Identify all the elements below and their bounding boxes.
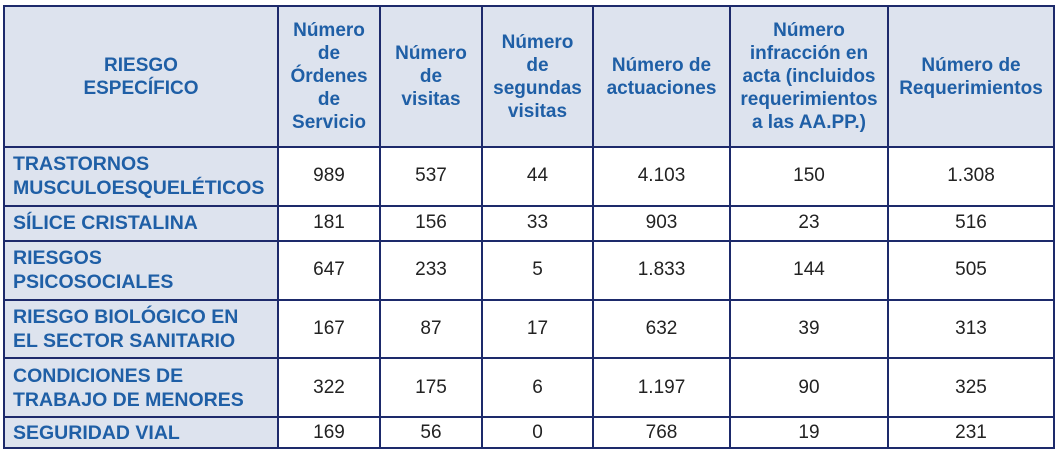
table-cell: 39 — [729, 298, 889, 360]
table-cell: 167 — [277, 298, 381, 360]
table-cell: 181 — [277, 204, 381, 242]
table-cell: 90 — [729, 357, 889, 419]
table-cell: 505 — [887, 239, 1055, 301]
column-header-visitas: Número de visitas — [379, 5, 483, 148]
table-cell: 150 — [729, 146, 889, 207]
column-header-riesgo: RIESGO ESPECÍFICO — [3, 5, 279, 148]
table-cell: 632 — [592, 298, 731, 360]
column-header-ordenes: Número de Órdenes de Servicio — [277, 5, 381, 148]
row-label: SEGURIDAD VIAL — [3, 416, 279, 449]
row-label: RIESGO BIOLÓGICO EN EL SECTOR SANITARIO — [3, 298, 279, 360]
table-row: TRASTORNOS MUSCULOESQUELÉTICOS 989 537 4… — [3, 146, 1055, 207]
row-label: TRASTORNOS MUSCULOESQUELÉTICOS — [3, 146, 279, 207]
table-cell: 1.308 — [887, 146, 1055, 207]
table-cell: 23 — [729, 204, 889, 242]
table-cell: 56 — [379, 416, 483, 449]
table-row: SEGURIDAD VIAL 169 56 0 768 19 231 — [3, 416, 1055, 449]
table-row: RIESGOS PSICOSOCIALES 647 233 5 1.833 14… — [3, 239, 1055, 301]
table-cell: 325 — [887, 357, 1055, 419]
header-row: RIESGO ESPECÍFICO Número de Órdenes de S… — [3, 5, 1055, 148]
table-cell: 1.833 — [592, 239, 731, 301]
table-cell: 156 — [379, 204, 483, 242]
table-cell: 647 — [277, 239, 381, 301]
column-header-segundas-visitas: Número de segundas visitas — [481, 5, 594, 148]
table-cell: 516 — [887, 204, 1055, 242]
table-row: RIESGO BIOLÓGICO EN EL SECTOR SANITARIO … — [3, 298, 1055, 360]
table-cell: 903 — [592, 204, 731, 242]
table-cell: 6 — [481, 357, 594, 419]
table-cell: 87 — [379, 298, 483, 360]
table-cell: 537 — [379, 146, 483, 207]
table-cell: 768 — [592, 416, 731, 449]
row-label: SÍLICE CRISTALINA — [3, 204, 279, 242]
table-cell: 231 — [887, 416, 1055, 449]
table-cell: 233 — [379, 239, 483, 301]
table-cell: 1.197 — [592, 357, 731, 419]
table-cell: 144 — [729, 239, 889, 301]
table-container: RIESGO ESPECÍFICO Número de Órdenes de S… — [3, 5, 1055, 449]
column-header-infracciones: Número infracción en acta (incluidos req… — [729, 5, 889, 148]
table-cell: 322 — [277, 357, 381, 419]
table-cell: 17 — [481, 298, 594, 360]
table-cell: 989 — [277, 146, 381, 207]
table-row: CONDICIONES DE TRABAJO DE MENORES 322 17… — [3, 357, 1055, 419]
table-cell: 313 — [887, 298, 1055, 360]
column-header-requerimientos: Número de Requerimientos — [887, 5, 1055, 148]
row-label: CONDICIONES DE TRABAJO DE MENORES — [3, 357, 279, 419]
table-cell: 4.103 — [592, 146, 731, 207]
row-label: RIESGOS PSICOSOCIALES — [3, 239, 279, 301]
table-cell: 44 — [481, 146, 594, 207]
table-cell: 175 — [379, 357, 483, 419]
risk-inspection-table: RIESGO ESPECÍFICO Número de Órdenes de S… — [3, 5, 1055, 449]
table-cell: 169 — [277, 416, 381, 449]
table-cell: 5 — [481, 239, 594, 301]
table-cell: 19 — [729, 416, 889, 449]
table-cell: 33 — [481, 204, 594, 242]
column-header-actuaciones: Número de actuaciones — [592, 5, 731, 148]
table-row: SÍLICE CRISTALINA 181 156 33 903 23 516 — [3, 204, 1055, 242]
table-cell: 0 — [481, 416, 594, 449]
